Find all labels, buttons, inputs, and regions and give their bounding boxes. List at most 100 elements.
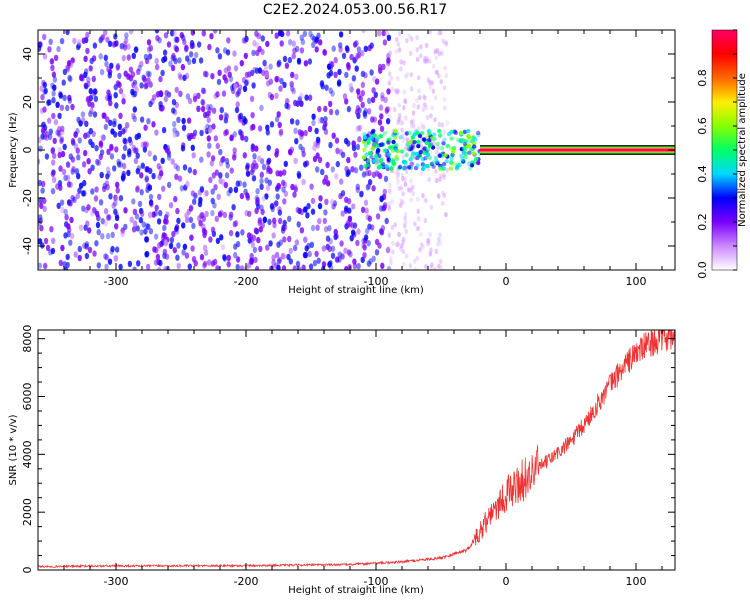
heat-cell	[407, 130, 412, 135]
heat-cell	[166, 181, 172, 189]
heat-cell	[441, 161, 447, 167]
heat-cell	[296, 221, 301, 228]
heat-cell	[106, 148, 111, 155]
heat-cell	[330, 245, 336, 252]
heat-cell	[444, 73, 449, 79]
heat-cell	[379, 196, 384, 203]
heat-cell	[443, 152, 448, 158]
heat-cell	[254, 198, 260, 206]
heat-cell	[349, 235, 354, 242]
heat-cell	[303, 206, 308, 213]
heat-cell	[256, 236, 261, 244]
heat-cell	[277, 217, 283, 225]
colorbar: 0.0 0.2 0.4 0.6 0.8 Normalized spectral ampl…	[696, 29, 748, 279]
heat-cell	[234, 106, 240, 114]
heat-cell	[278, 85, 283, 92]
heat-cell	[184, 72, 190, 80]
heat-cell	[277, 206, 282, 213]
heat-cell	[322, 49, 327, 56]
heat-cell	[245, 162, 250, 169]
heat-cell	[334, 137, 340, 144]
heat-cell	[366, 260, 372, 267]
heat-cell	[78, 224, 84, 231]
heat-cell	[435, 69, 440, 75]
heat-cell	[389, 166, 394, 171]
heat-cell	[388, 113, 392, 120]
heat-cell	[182, 164, 188, 171]
heat-cell	[335, 147, 340, 154]
heat-cell	[197, 189, 203, 196]
heat-cell	[402, 105, 406, 111]
heat-cell	[177, 57, 182, 64]
heat-cell	[409, 72, 414, 78]
heat-cell	[331, 132, 336, 139]
heat-cell	[442, 175, 446, 181]
heat-cell	[404, 131, 409, 136]
heat-cell	[416, 225, 421, 231]
heat-cell	[38, 158, 41, 165]
heat-cell	[145, 70, 150, 78]
heat-cell	[76, 42, 82, 49]
heat-cell	[215, 237, 221, 245]
heat-cell	[437, 193, 441, 200]
heat-cell	[201, 30, 206, 37]
heat-cell	[360, 90, 365, 97]
heat-cell	[132, 266, 137, 270]
heat-cell	[164, 218, 169, 225]
heat-cell	[428, 251, 433, 257]
heat-cell	[400, 172, 405, 178]
heat-cell	[315, 224, 320, 231]
heat-cell	[83, 71, 88, 79]
heat-cell	[122, 162, 127, 170]
heat-cell	[177, 72, 182, 79]
heat-cell	[302, 30, 308, 38]
heat-cell	[380, 95, 385, 102]
heat-cell	[274, 200, 279, 207]
heat-cell	[162, 224, 167, 232]
heat-cell	[101, 112, 106, 119]
heat-cell	[293, 127, 298, 134]
heat-cell	[107, 93, 113, 100]
heat-cell	[171, 107, 176, 114]
heat-cell	[417, 133, 423, 139]
heat-cell	[344, 205, 349, 212]
heat-cell	[383, 175, 389, 183]
heat-cell	[119, 43, 125, 50]
heat-cell	[374, 249, 380, 256]
heat-cell	[61, 79, 66, 86]
heat-cell	[437, 128, 442, 134]
heat-cell	[254, 145, 259, 152]
heat-cell	[409, 197, 414, 203]
heat-cell	[397, 102, 402, 108]
heat-cell	[288, 258, 293, 265]
heat-cell	[103, 54, 109, 61]
heat-cell	[116, 161, 122, 168]
heat-cell	[362, 135, 367, 140]
heat-cell	[399, 149, 405, 154]
heat-cell	[399, 66, 403, 72]
heat-cell	[156, 266, 162, 270]
heat-cell	[427, 58, 432, 64]
heat-cell	[232, 50, 237, 57]
heat-cell	[144, 176, 149, 183]
heat-cell	[381, 30, 386, 37]
heat-cell	[92, 250, 97, 257]
heat-cell	[142, 146, 148, 153]
heat-cell	[135, 152, 140, 159]
heat-cell	[92, 111, 98, 118]
heat-cell	[323, 116, 328, 123]
colorbar-tick-label: 0.2	[696, 213, 709, 231]
heat-cell	[191, 57, 197, 64]
heat-cell	[51, 71, 57, 78]
heat-cell	[166, 154, 172, 161]
heat-cell	[192, 198, 197, 205]
heat-cell	[268, 167, 273, 175]
heat-cell	[424, 58, 429, 64]
heat-cell	[76, 154, 81, 161]
heat-cell	[423, 58, 427, 64]
heat-cell	[135, 186, 140, 193]
heat-cell	[437, 30, 441, 36]
heat-cell	[239, 192, 245, 200]
heat-cell	[103, 219, 109, 227]
